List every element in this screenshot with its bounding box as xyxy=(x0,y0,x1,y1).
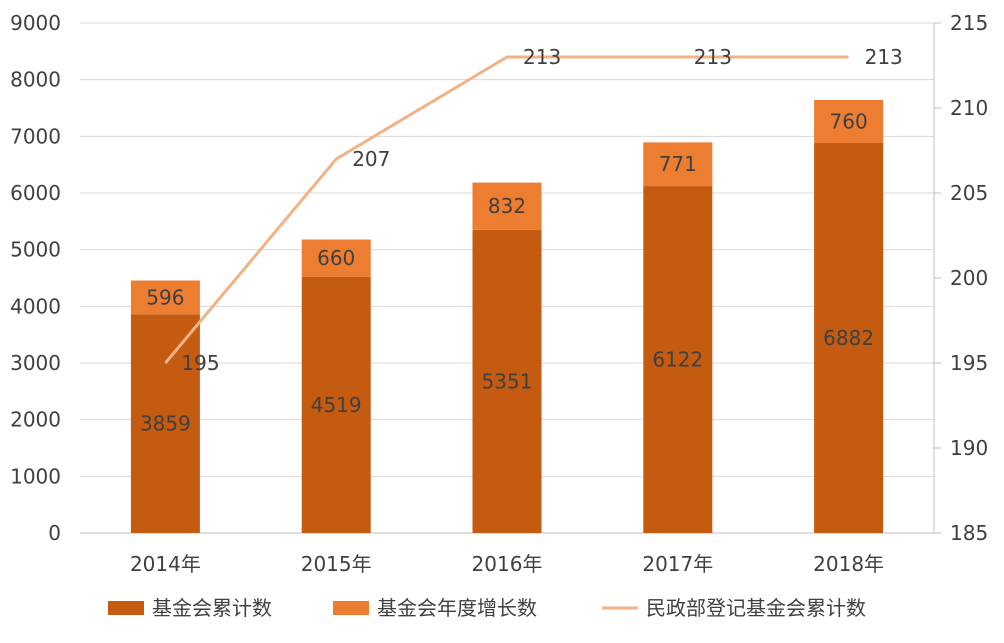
line-value-label: 213 xyxy=(694,45,732,69)
bar-increase-value-label: 660 xyxy=(317,246,355,270)
bar-increase-value-label: 760 xyxy=(830,109,868,133)
x-axis-tick-label: 2014年 xyxy=(130,552,201,576)
right-axis-tick-label: 215 xyxy=(950,11,988,35)
right-axis-tick-label: 210 xyxy=(950,96,988,120)
bar-cumulative-value-label: 4519 xyxy=(311,393,362,417)
right-axis-tick-label: 205 xyxy=(950,181,988,205)
x-axis-tick-label: 2016年 xyxy=(472,552,543,576)
legend-swatch-cumulative xyxy=(108,601,144,615)
bar-cumulative xyxy=(814,143,884,533)
bar-cumulative xyxy=(301,276,371,533)
left-axis-tick-label: 3000 xyxy=(10,351,61,375)
legend-label-registered: 民政部登记基金会累计数 xyxy=(646,596,866,620)
left-axis-tick-label: 8000 xyxy=(10,68,61,92)
bar-increase-value-label: 832 xyxy=(488,194,526,218)
line-series xyxy=(164,55,849,364)
line-registered-foundations xyxy=(164,55,849,364)
left-axis-tick-label: 2000 xyxy=(10,408,61,432)
x-axis-tick-label: 2015年 xyxy=(301,552,372,576)
bar-increase-value-label: 771 xyxy=(659,152,697,176)
right-axis-tick-label: 200 xyxy=(950,266,988,290)
right-axis-tick-label: 190 xyxy=(950,436,988,460)
left-axis-tick-labels: 0 1000 2000 3000 4000 5000 6000 7000 8000 9000 xyxy=(10,11,61,545)
bar-annual-increase xyxy=(130,280,200,315)
left-axis-tick-label: 0 xyxy=(48,521,61,545)
x-axis-tick-label: 2018年 xyxy=(813,552,884,576)
x-axis-tick-label: 2017年 xyxy=(642,552,713,576)
legend: 基金会累计数 基金会年度增长数 民政部登记基金会累计数 xyxy=(108,596,866,620)
bars xyxy=(130,99,884,533)
bar-cumulative-value-label: 6122 xyxy=(652,348,703,372)
bar-cumulative-value-label: 3859 xyxy=(140,412,191,436)
right-axis-tick-labels: 185 190 195 200 205 210 215 xyxy=(950,11,988,545)
left-axis-tick-label: 6000 xyxy=(10,181,61,205)
legend-label-cumulative: 基金会累计数 xyxy=(152,596,272,620)
bar-cumulative-value-label: 5351 xyxy=(482,369,533,393)
line-value-label: 207 xyxy=(352,147,390,171)
left-axis-tick-label: 7000 xyxy=(10,124,61,148)
left-axis-tick-label: 9000 xyxy=(10,11,61,35)
x-axis-tick-labels: 2014年 2015年 2016年 2017年 2018年 xyxy=(130,552,884,576)
line-value-label: 195 xyxy=(181,351,219,375)
bar-annual-increase xyxy=(472,182,542,230)
bar-annual-increase xyxy=(814,99,884,144)
line-value-label: 213 xyxy=(523,45,561,69)
legend-swatch-annual-increase xyxy=(333,601,369,615)
bar-annual-increase xyxy=(301,239,371,277)
bar-cumulative xyxy=(130,314,200,533)
right-axis-tick-label: 195 xyxy=(950,351,988,375)
bar-cumulative xyxy=(643,186,713,533)
right-axis-tick-label: 185 xyxy=(950,521,988,545)
legend-label-annual-increase: 基金会年度增长数 xyxy=(377,596,537,620)
line-value-label: 213 xyxy=(865,45,903,69)
left-axis-tick-label: 1000 xyxy=(10,464,61,488)
bar-cumulative xyxy=(472,229,542,533)
left-axis-tick-label: 4000 xyxy=(10,294,61,318)
left-axis-tick-label: 5000 xyxy=(10,238,61,262)
bar-cumulative-value-label: 6882 xyxy=(823,326,874,350)
data-labels: 3859 596 4519 660 5351 832 6122 771 6882 760 195 20… xyxy=(140,45,903,436)
bar-increase-value-label: 596 xyxy=(146,285,184,309)
bar-annual-increase xyxy=(643,142,713,187)
